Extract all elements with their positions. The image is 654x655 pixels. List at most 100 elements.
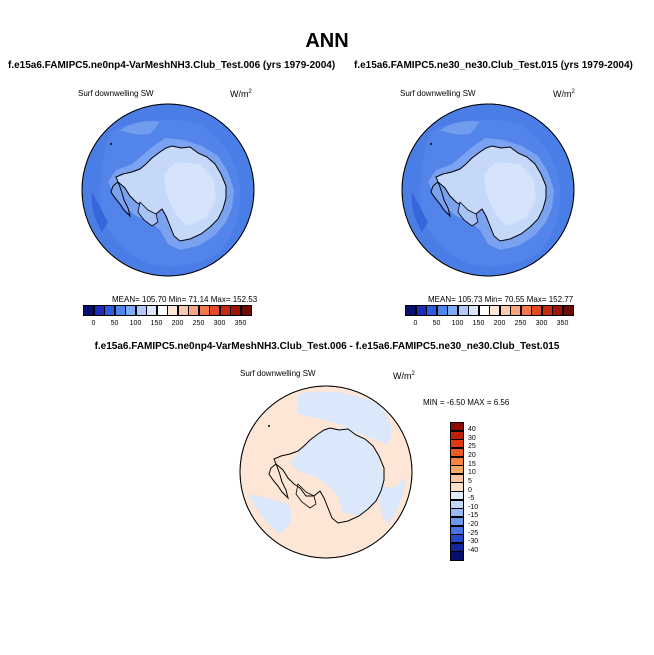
p3-colorbar-segment	[450, 499, 464, 509]
p2-colorbar-segment	[478, 305, 490, 316]
p1-ocean-patch-north	[120, 121, 160, 135]
panel-3-variable-label: Surf downwelling SW	[240, 369, 316, 378]
p1-colorbar-segment	[135, 305, 147, 316]
p1-colorbar-segment	[219, 305, 231, 316]
p2-colorbar-segment	[457, 305, 469, 316]
p1-peninsula	[110, 181, 131, 218]
p1-interior-high	[164, 162, 216, 226]
p3-colorbar-tick-label: -40	[468, 546, 479, 554]
p3-colorbar-segment	[450, 473, 464, 483]
p2-colorbar-segment	[447, 305, 458, 316]
p2-colorbar-segment	[468, 305, 479, 316]
diff-island-dot	[268, 425, 270, 427]
p3-colorbar-segment	[450, 551, 464, 561]
panel-1-case-label: f.e15a6.FAMIPC5.ne0np4-VarMeshNH3.Club_T…	[8, 60, 336, 71]
panel-2-case-label: f.e15a6.FAMIPC5.ne30_ne30.Club_Test.015 …	[354, 60, 633, 71]
p1-map-border	[81, 103, 255, 277]
p1-colorbar-segment	[177, 305, 189, 316]
diff-negative-interior	[290, 428, 384, 516]
diff-negative-patch-north	[298, 391, 392, 444]
p3-colorbar-tick-label: -25	[468, 529, 479, 537]
p3-colorbar-tick-label: 15	[468, 460, 476, 468]
p3-colorbar-segment	[450, 516, 464, 526]
p1-colorbar-segment	[114, 305, 126, 316]
p1-colorbar-segment	[230, 305, 241, 316]
panel-1-colorbar	[83, 305, 252, 316]
p3-colorbar-segment	[450, 456, 464, 466]
p1-colorbar-segment	[167, 305, 178, 316]
diff-antarctica-outline	[273, 427, 385, 524]
p3-colorbar-tick-label: 40	[468, 426, 476, 434]
p2-ice-shelf	[457, 201, 479, 227]
p2-peninsula	[430, 181, 451, 218]
p1-colorbar-tick-label: 100	[129, 320, 142, 327]
panel-1-variable-label: Surf downwelling SW	[78, 89, 154, 98]
panel-1-colorbar-ticks: 0 50 100 150 200 250 300 350	[83, 320, 251, 330]
p1-colorbar-tick-label: 200	[171, 320, 184, 327]
p1-ice-shelf	[137, 201, 159, 227]
p2-colorbar-segment	[541, 305, 553, 316]
p3-colorbar-tick-label: 0	[468, 486, 472, 494]
p3-colorbar-tick-label: -5	[468, 495, 475, 503]
p3-colorbar-segment	[450, 465, 464, 475]
p2-colorbar-tick-label: 350	[556, 320, 569, 327]
panel-2-unit-label: W/m2	[553, 89, 575, 99]
p1-colorbar-segment	[240, 305, 252, 316]
panel-1-polar-map	[81, 103, 255, 277]
p1-colorbar-segment	[104, 305, 115, 316]
p3-colorbar-segment	[450, 534, 464, 544]
p3-colorbar-segment	[450, 542, 464, 552]
p2-colorbar-segment	[426, 305, 437, 316]
p2-colorbar-segment	[552, 305, 563, 316]
p1-colorbar-segment	[83, 305, 94, 316]
p2-colorbar-segment	[520, 305, 532, 316]
p3-colorbar-tick-label: 5	[468, 477, 472, 485]
panel-3-colorbar	[450, 422, 464, 561]
p3-colorbar-segment	[450, 482, 464, 492]
p1-ocean-patch-west	[91, 192, 108, 232]
p2-map-border	[401, 103, 575, 277]
p2-colorbar-tick-label: 50	[432, 320, 441, 327]
p3-colorbar-tick-label: 20	[468, 452, 476, 459]
p1-colorbar-tick-label: 350	[234, 320, 247, 327]
p3-colorbar-tick-label: -15	[468, 512, 479, 520]
p1-colorbar-tick-label: 50	[110, 320, 119, 327]
panel-3-stats: MIN = -6.50 MAX = 6.56	[423, 398, 510, 407]
panel-2-stats: MEAN= 105.73 Min= 70.55 Max= 152.77	[428, 295, 574, 304]
panel-1-stats: MEAN= 105.70 Min= 71.14 Max= 152.53	[112, 295, 258, 304]
p3-colorbar-segment	[450, 525, 464, 535]
diff-peninsula	[268, 463, 289, 500]
panel-1-unit-label: W/m2	[230, 89, 252, 99]
p3-colorbar-segment	[450, 491, 464, 501]
p3-colorbar-tick-label: 10	[468, 469, 476, 477]
page-title: ANN	[305, 30, 349, 52]
p1-colorbar-tick-label: 150	[150, 320, 163, 327]
p1-colorbar-segment	[209, 305, 220, 316]
panel-2-polar-map	[401, 103, 575, 277]
p2-colorbar-segment	[510, 305, 521, 316]
p2-colorbar-segment	[531, 305, 542, 316]
p2-colorbar-segment	[415, 305, 427, 316]
panel-3-polar-map	[239, 385, 413, 559]
p1-colorbar-segment	[188, 305, 199, 316]
diff-ice-shelf	[295, 483, 317, 509]
p1-colorbar-segment	[146, 305, 157, 316]
p2-ocean-patch-west	[411, 192, 428, 232]
p2-colorbar-tick-label: 150	[472, 320, 485, 327]
p1-colorbar-tick-label: 250	[192, 320, 205, 327]
p2-colorbar-tick-label: 200	[493, 320, 506, 327]
p2-colorbar-segment	[562, 305, 574, 316]
p3-colorbar-tick-label: -20	[468, 521, 479, 528]
p2-colorbar-tick-label: 250	[514, 320, 527, 327]
p3-colorbar-tick-label: 30	[468, 434, 476, 442]
p2-colorbar-segment	[499, 305, 511, 316]
panel-2-colorbar-ticks: 0 50 100 150 200 250 300 350	[405, 320, 573, 330]
diff-map-border	[239, 385, 413, 559]
p2-colorbar-tick-label: 0	[413, 320, 418, 327]
p2-colorbar-tick-label: 300	[535, 320, 548, 327]
p2-colorbar-segment	[436, 305, 448, 316]
p2-island-dot	[430, 143, 432, 145]
diff-negative-patch-east	[378, 474, 406, 524]
panel-2-variable-label: Surf downwelling SW	[400, 89, 476, 98]
p1-colorbar-tick-label: 0	[91, 320, 96, 327]
